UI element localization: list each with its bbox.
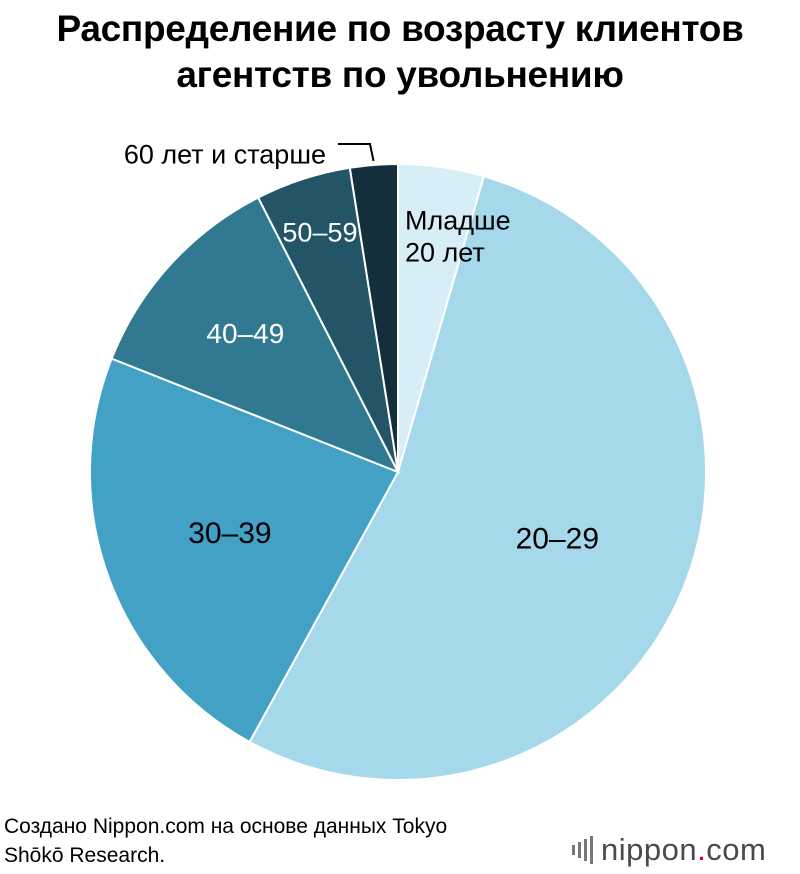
source-line-1: Создано Nippon.com на основе данных Toky… <box>4 815 448 838</box>
nippon-logo: nippon.com <box>572 830 766 870</box>
slice-label-50-59: 50–59 <box>282 217 357 247</box>
slice-label-60-plus: 60 лет и старше <box>124 139 326 169</box>
slice-label-line: 40–49 <box>206 318 284 349</box>
logo-tld: com <box>706 832 767 867</box>
logo-bars-icon <box>572 836 593 864</box>
pie-slice-20-29 <box>248 174 707 781</box>
chart-title-line-1: Распределение по возрасту клиентов <box>56 8 744 49</box>
logo-wordmark: nippon.com <box>601 830 766 870</box>
slice-label-line: 60 лет и старше <box>124 139 326 169</box>
slice-label-under-20: Младше 20 лет <box>405 206 511 268</box>
slice-label-line: Младше <box>405 206 511 236</box>
slice-label-line: 30–39 <box>188 517 271 550</box>
logo-dot: . <box>697 832 707 867</box>
pie-slice-40-49 <box>110 196 401 474</box>
pie-slices <box>89 162 707 781</box>
source-note: Создано Nippon.com на основе данных Toky… <box>4 812 447 870</box>
leader-lines <box>338 143 375 162</box>
chart-title-line-2: агентств по увольнению <box>176 54 624 95</box>
source-line-2: Shōkō Research. <box>4 844 166 867</box>
pie-slice-30-39 <box>89 357 400 744</box>
slice-label-40-49: 40–49 <box>206 318 284 349</box>
slice-label-20-29: 20–29 <box>516 523 599 556</box>
slice-label-line: 20 лет <box>405 237 485 267</box>
slice-label-line: 20–29 <box>516 523 599 556</box>
chart-title: Распределение по возрасту клиентов агент… <box>0 6 800 98</box>
leader-line-60-plus <box>338 143 375 162</box>
slice-labels: Младше 20 лет 20–29 30–39 40–49 50–59 60 лет и… <box>124 139 599 555</box>
slice-label-line: 50–59 <box>282 217 357 247</box>
logo-name: nippon <box>601 832 698 867</box>
slice-label-30-39: 30–39 <box>188 517 271 550</box>
pie-slice-60-plus <box>348 162 399 473</box>
